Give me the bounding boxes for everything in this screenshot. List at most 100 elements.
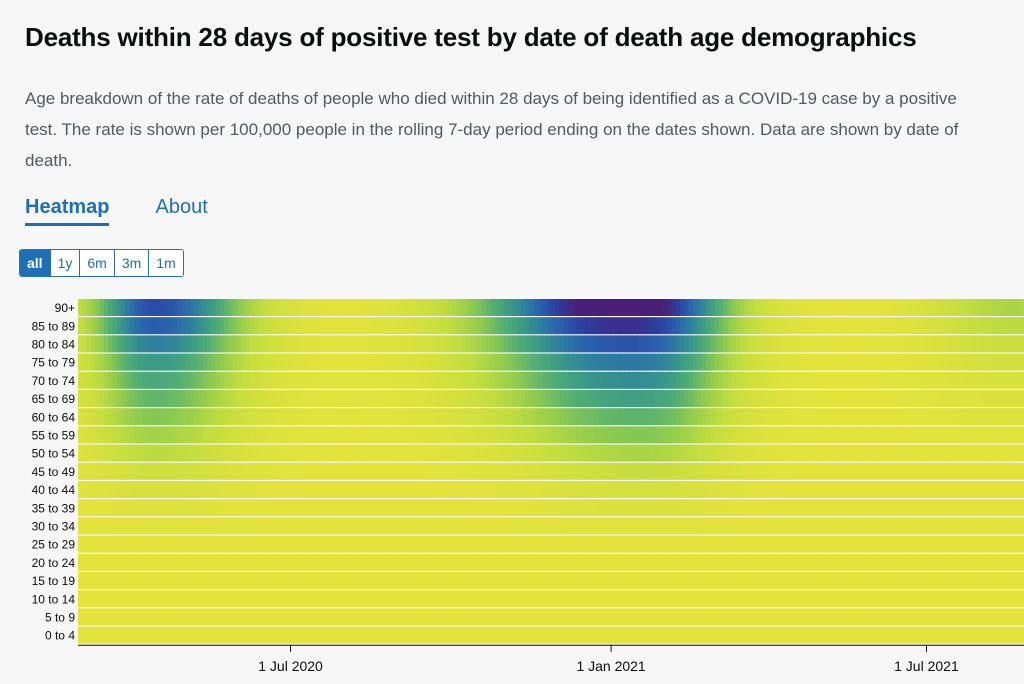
heatmap-cell [280, 299, 285, 316]
heatmap-cell [434, 426, 440, 444]
heatmap-cell [843, 626, 849, 644]
heatmap-cell [895, 572, 900, 589]
heatmap-cell [671, 353, 677, 371]
heatmap-cell [241, 535, 247, 553]
heatmap-cell [843, 317, 849, 335]
heatmap-cell [133, 462, 139, 480]
heatmap-cell [508, 299, 513, 316]
heatmap-cell [968, 353, 973, 371]
heatmap-cell [675, 335, 681, 353]
heatmap-cell [95, 572, 101, 589]
heatmap-cell [710, 335, 715, 353]
heatmap-cell [331, 535, 337, 553]
heatmap-cell [903, 462, 909, 480]
range-1y-button[interactable]: 1y [49, 250, 80, 276]
heatmap-cell [602, 335, 608, 353]
heatmap-cell [189, 553, 195, 571]
heatmap-cell [413, 426, 419, 444]
heatmap-cell [551, 590, 556, 608]
heatmap-cell [559, 535, 565, 553]
heatmap-cell [847, 371, 853, 389]
heatmap-cell [697, 408, 703, 426]
heatmap-cell [1002, 408, 1008, 426]
heatmap-cell [572, 408, 578, 426]
heatmap-cell [968, 499, 973, 517]
heatmap-cell [710, 444, 715, 462]
heatmap-cell [882, 572, 887, 589]
heatmap-cell [813, 572, 819, 589]
heatmap-cell [989, 553, 995, 571]
heatmap-cell [155, 390, 161, 407]
heatmap-cell [748, 535, 754, 553]
heatmap-cell [938, 608, 943, 626]
heatmap-cell [869, 317, 875, 335]
heatmap-cell [262, 444, 268, 462]
heatmap-cell [422, 444, 427, 462]
heatmap-cell [331, 608, 337, 626]
heatmap-cell [606, 590, 612, 608]
heatmap-cell [297, 462, 303, 480]
heatmap-cell [778, 426, 784, 444]
heatmap-cell [740, 299, 746, 316]
heatmap-cell [512, 408, 518, 426]
heatmap-cell [606, 299, 612, 316]
heatmap-cell [594, 408, 599, 426]
heatmap-cell [998, 462, 1004, 480]
heatmap-cell [396, 335, 402, 353]
heatmap-cell [581, 299, 586, 316]
heatmap-cell [735, 572, 741, 589]
heatmap-cell [314, 608, 320, 626]
heatmap-cell [619, 317, 625, 335]
heatmap-cell [692, 626, 698, 644]
heatmap-cell [740, 371, 746, 389]
heatmap-cell [237, 462, 242, 480]
heatmap-cell [262, 371, 268, 389]
heatmap-cell [387, 299, 393, 316]
heatmap-cell [972, 317, 978, 335]
heatmap-cell [396, 535, 402, 553]
heatmap-cell [176, 426, 182, 444]
heatmap-cell [366, 608, 371, 626]
heatmap-cell [452, 590, 457, 608]
heatmap-cell [366, 390, 371, 407]
tab-heatmap[interactable]: Heatmap [25, 196, 110, 226]
heatmap-cell [834, 535, 840, 553]
heatmap-cell [551, 608, 556, 626]
range-all-button[interactable]: all [20, 250, 50, 276]
heatmap-cell [250, 335, 255, 353]
heatmap-cell [834, 517, 840, 535]
heatmap-cell [671, 626, 677, 644]
heatmap-cell [237, 444, 242, 462]
range-3m-button[interactable]: 3m [113, 250, 149, 276]
tab-about[interactable]: About [155, 196, 208, 218]
heatmap-cell [82, 299, 88, 316]
heatmap-cell [585, 317, 591, 335]
heatmap-cell [791, 590, 797, 608]
heatmap-cell [460, 390, 466, 407]
heatmap-cell [1015, 517, 1021, 535]
heatmap-cell [168, 335, 174, 353]
heatmap-cell [533, 335, 539, 353]
heatmap-cell [976, 481, 982, 498]
heatmap-cell [778, 335, 784, 353]
heatmap-cell [602, 390, 608, 407]
heatmap-cell [413, 553, 419, 571]
heatmap-cell [1015, 626, 1021, 644]
heatmap-cell [280, 353, 285, 371]
heatmap-cell [516, 317, 522, 335]
y-tick-label: 25 to 29 [32, 538, 76, 552]
range-1m-button[interactable]: 1m [148, 250, 183, 276]
heatmap-cell [95, 390, 101, 407]
heatmap-cell [512, 299, 518, 316]
range-6m-button[interactable]: 6m [79, 250, 114, 276]
heatmap-cell [714, 299, 720, 316]
heatmap-cell [232, 390, 238, 407]
heatmap-cell [774, 371, 780, 389]
heatmap-cell [168, 371, 174, 389]
heatmap-cell [434, 499, 440, 517]
heatmap-cell [426, 408, 432, 426]
heatmap-cell [529, 517, 535, 535]
heatmap-cell [989, 444, 995, 462]
heatmap-cell [985, 626, 991, 644]
heatmap-cell [439, 481, 445, 498]
